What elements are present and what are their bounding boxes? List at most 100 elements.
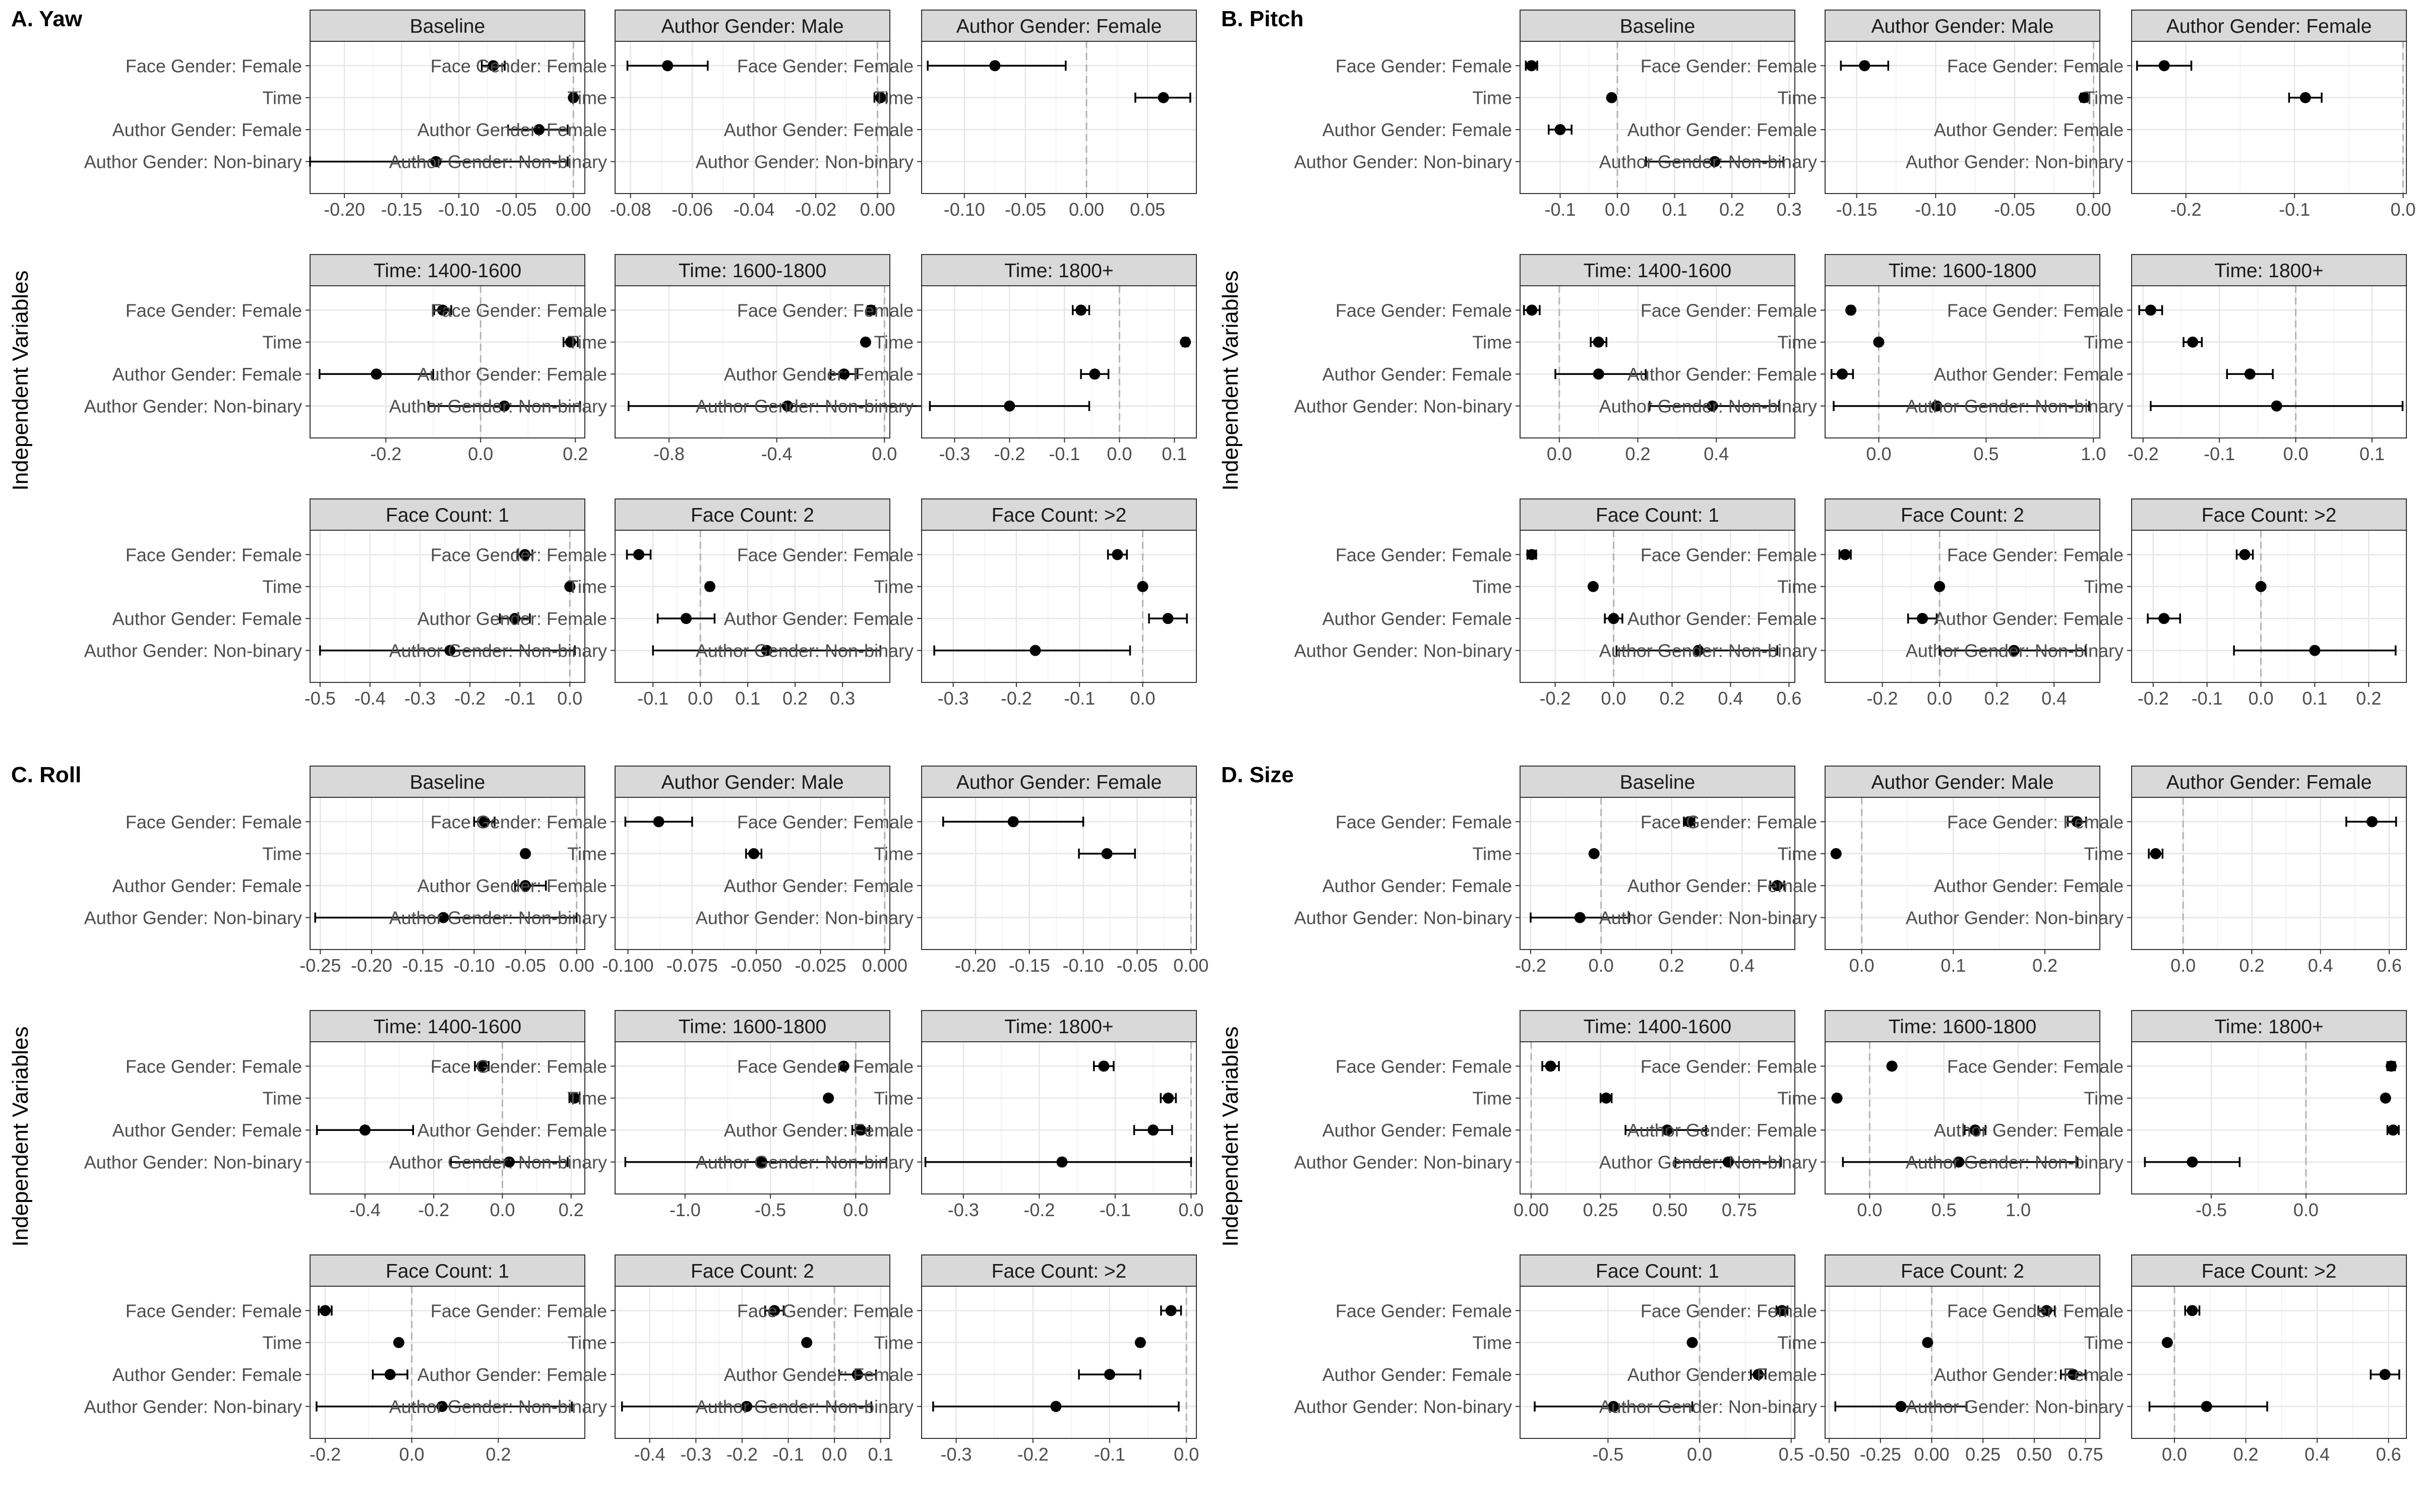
point-estimate — [2309, 645, 2321, 656]
x-tick-label: -0.20 — [955, 955, 996, 976]
x-tick-label: 0.4 — [1729, 955, 1754, 976]
panel: Author Gender: Male -0.100 -0.075 -0.050 -0.… — [389, 766, 908, 976]
category-label: Author Gender: Non-binary — [696, 908, 914, 928]
x-tick-label: 0.00 — [1069, 199, 1104, 220]
plot-area — [922, 530, 1196, 682]
point-estimate — [1934, 581, 1946, 592]
panel-border — [310, 285, 585, 438]
panel-title: Face Count: 2 — [691, 1261, 814, 1282]
point-estimate — [1600, 1092, 1612, 1104]
category-label: Author Gender: Female — [1934, 364, 2124, 385]
panel-strip — [310, 1254, 585, 1287]
panel: Face Count: 1 -0.2 0.0 0.2 0.4 0.6 Face Gender… — [1294, 498, 1801, 709]
point-estimate — [1692, 645, 1704, 656]
point-estimate — [2158, 60, 2170, 72]
category-label: Time — [1472, 88, 1512, 108]
x-tick-label: -0.04 — [734, 199, 775, 220]
group-label: A. Yaw — [11, 7, 83, 31]
point-estimate — [1608, 613, 1619, 624]
point-estimate — [1917, 613, 1928, 624]
panel-border — [1825, 285, 2100, 438]
point-estimate — [1772, 880, 1783, 892]
panel-title: Author Gender: Female — [956, 16, 1162, 37]
x-tick-label: 0.00 — [1514, 1200, 1549, 1220]
panel-strip — [921, 498, 1197, 531]
panel-strip — [2131, 10, 2407, 42]
category-label: Time — [1777, 844, 1817, 864]
x-tick-label: -0.25 — [1860, 1444, 1901, 1465]
point-estimate — [989, 60, 1001, 72]
x-tick-label: -0.05 — [1994, 199, 2035, 220]
x-tick-label: -0.2 — [1023, 1200, 1055, 1220]
category-label: Time — [262, 332, 302, 353]
plot-area — [922, 1286, 1196, 1438]
category-label: Time — [1472, 577, 1512, 597]
panel: Author Gender: Female -0.20 -0.15 -0.10 -0.0… — [696, 766, 1208, 976]
x-tick-label: -0.5 — [755, 1200, 786, 1220]
category-label: Face Gender: Female — [1336, 1056, 1512, 1077]
x-tick-label: -0.2 — [727, 1444, 758, 1465]
x-tick-label: -0.2 — [1540, 688, 1571, 709]
panel-strip — [921, 10, 1197, 42]
x-tick-label: -0.10 — [453, 955, 495, 976]
panel-border — [1825, 41, 2100, 194]
point-estimate — [1709, 156, 1721, 167]
panel: Time: 1400-1600 0.00 0.25 0.50 0.75 Face Gend… — [1294, 1010, 1795, 1220]
category-label: Face Gender: Female — [737, 811, 914, 832]
category-label: Author Gender: Non-binary — [1294, 1152, 1512, 1173]
x-tick-label: 0.0 — [1849, 955, 1874, 976]
x-tick-label: 0.50 — [1652, 1200, 1687, 1220]
panel-title: Face Count: >2 — [992, 505, 1127, 526]
panel: Face Count: 1 -0.5 0.0 0.5 Face Gender: Fema… — [1294, 1254, 1804, 1465]
x-tick-label: 0.0 — [1589, 955, 1614, 976]
category-label: Face Gender: Female — [1336, 300, 1512, 321]
category-label: Author Gender: Non-binary — [84, 1397, 302, 1417]
point-estimate — [504, 1156, 515, 1168]
panel-title: Face Count: 1 — [386, 505, 509, 526]
x-tick-label: -0.5 — [305, 688, 336, 709]
point-estimate — [2385, 1060, 2397, 1072]
category-label: Author Gender: Female — [112, 875, 302, 896]
panel: Time: 1600-1800 -0.8 -0.4 0.0 Face Gender: F… — [389, 254, 947, 464]
x-tick-label: -0.10 — [438, 199, 479, 220]
category-label: Author Gender: Female — [1627, 875, 1817, 896]
point-estimate — [437, 304, 449, 316]
x-tick-label: 0.3 — [1777, 199, 1802, 220]
category-label: Face Gender: Female — [1641, 811, 1817, 832]
x-tick-label: 0.0 — [1857, 1200, 1882, 1220]
x-tick-label: -0.1 — [504, 688, 535, 709]
category-label: Time — [567, 1088, 607, 1109]
panel-title: Time: 1600-1800 — [1889, 1016, 2036, 1038]
point-estimate — [1922, 1337, 1933, 1348]
category-label: Author Gender: Female — [724, 1364, 914, 1385]
category-label: Author Gender: Non-binary — [1599, 1397, 1817, 1417]
panel-border — [310, 41, 585, 194]
x-tick-label: -0.2 — [454, 688, 486, 709]
x-tick-label: -0.8 — [653, 444, 685, 464]
point-estimate — [2201, 1401, 2212, 1412]
point-estimate — [1526, 60, 1537, 72]
category-label: Time — [1472, 1088, 1512, 1109]
panel-title: Time: 1600-1800 — [1889, 260, 2036, 282]
panel-group: D. Size Independent Variables Baseline -0.2… — [1218, 763, 2407, 1465]
point-estimate — [1859, 60, 1870, 72]
plot-area — [922, 286, 1196, 438]
x-tick-label: 0.0 — [688, 688, 713, 709]
panel: Face Count: >2 -0.3 -0.2 -0.1 0.0 Face Gender… — [696, 498, 1197, 709]
panel-border — [615, 1286, 890, 1439]
panel-title: Time: 1400-1600 — [374, 1016, 521, 1038]
x-tick-label: 0.00 — [556, 199, 591, 220]
panel-strip — [2131, 254, 2407, 286]
point-estimate — [2161, 1337, 2173, 1348]
x-tick-label: 0.0 — [2248, 688, 2273, 709]
x-tick-label: -0.4 — [634, 1444, 666, 1465]
plot-area — [922, 41, 1196, 194]
y-axis-label: Independent Variables — [1218, 1026, 1243, 1246]
category-label: Author Gender: Female — [112, 1364, 302, 1385]
panel-border — [921, 1286, 1197, 1439]
x-tick-label: 0.0 — [2283, 444, 2308, 464]
category-label: Time — [2084, 1088, 2124, 1109]
point-estimate — [1162, 613, 1174, 624]
plot-area — [2132, 530, 2406, 682]
plot-area — [310, 530, 585, 682]
